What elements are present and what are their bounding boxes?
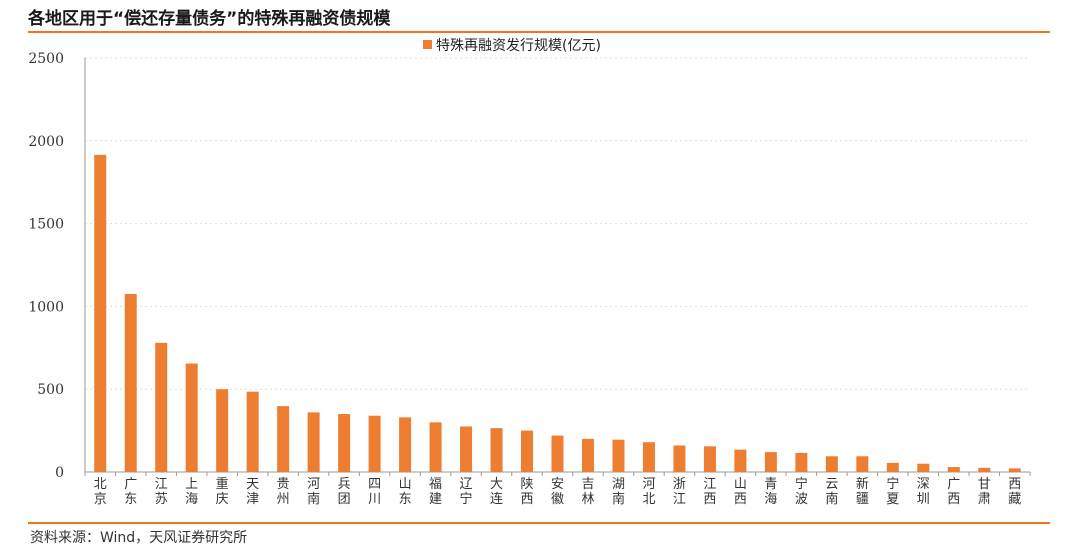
x-category-label: 陕西 <box>521 477 534 507</box>
x-category-label: 浙江 <box>673 477 686 507</box>
y-tick-label: 1500 <box>28 217 64 233</box>
bar <box>886 462 899 472</box>
source-note: 资料来源：Wind，天风证券研究所 <box>30 530 248 546</box>
x-category-label: 山东 <box>399 477 412 507</box>
bar <box>246 391 259 472</box>
bar <box>917 463 930 472</box>
bar <box>795 452 808 472</box>
bar <box>521 430 534 472</box>
bar <box>947 467 960 472</box>
x-category-label: 福建 <box>429 477 442 507</box>
x-category-label: 辽宁 <box>460 477 473 507</box>
x-category-label: 新疆 <box>856 476 869 507</box>
x-category-label: 甘肃 <box>978 477 991 507</box>
bars <box>94 154 1021 472</box>
x-category-label: 兵团 <box>338 477 351 507</box>
bar <box>856 456 869 472</box>
y-tick-label: 500 <box>37 382 64 398</box>
bar <box>429 422 442 472</box>
top-accent-rule <box>28 31 1050 33</box>
legend-label: 特殊再融资发行规模(亿元) <box>436 38 601 54</box>
bar <box>734 449 747 472</box>
gridlines <box>85 57 1030 390</box>
x-category-label: 青海 <box>764 477 777 507</box>
x-category-label: 天津 <box>246 477 259 507</box>
x-category-label: 西藏 <box>1008 477 1021 507</box>
x-category-label: 江西 <box>703 477 716 507</box>
bar <box>551 435 564 472</box>
x-category-label: 河南 <box>307 477 320 507</box>
bar <box>216 389 229 472</box>
x-category-label: 河北 <box>642 477 655 507</box>
x-category-label: 广东 <box>124 477 137 507</box>
x-category-label: 北京 <box>94 477 107 507</box>
y-tick-label: 1000 <box>28 299 64 315</box>
legend-swatch <box>423 40 432 49</box>
bar <box>399 417 412 472</box>
x-category-label: 江苏 <box>155 477 168 507</box>
bar <box>307 412 320 472</box>
x-category-label: 贵州 <box>277 477 290 507</box>
x-category-label: 四川 <box>368 477 381 507</box>
chart-title: 各地区用于“偿还存量债务”的特殊再融资债规模 <box>28 9 391 29</box>
x-category-label: 宁夏 <box>886 476 899 507</box>
x-category-label: 湖南 <box>612 477 625 507</box>
y-tick-labels: 0 500 1000 1500 2000 2500 <box>28 51 64 481</box>
bar <box>825 456 838 472</box>
x-category-label: 大连 <box>490 477 503 507</box>
bar <box>490 428 503 472</box>
bar <box>155 342 168 472</box>
x-category-label: 吉林 <box>581 477 594 507</box>
x-category-label: 云南 <box>825 477 838 507</box>
y-tick-label: 0 <box>55 465 64 481</box>
x-category-label: 山西 <box>734 477 747 507</box>
bar <box>368 415 381 472</box>
bar <box>642 442 655 472</box>
x-category-label: 广西 <box>947 477 960 507</box>
bar <box>673 445 686 472</box>
bar <box>460 426 473 472</box>
x-category-labels: 北京广东江苏上海重庆天津贵州河南兵团四川山东福建辽宁大连陕西安徽吉林湖南河北浙江… <box>94 476 1022 507</box>
bar <box>124 293 137 472</box>
bar <box>978 467 991 472</box>
bar <box>612 439 625 472</box>
y-tick-label: 2000 <box>28 134 64 150</box>
bar <box>764 452 777 472</box>
x-category-label: 重庆 <box>216 476 229 507</box>
bar <box>581 438 594 472</box>
bar <box>185 363 198 472</box>
bottom-accent-rule <box>28 522 1050 524</box>
x-category-label: 宁波 <box>795 476 808 507</box>
bar <box>703 446 716 472</box>
x-category-label: 深圳 <box>917 477 930 507</box>
x-category-label: 上海 <box>185 477 198 507</box>
x-category-label: 安徽 <box>551 477 564 507</box>
bar <box>277 406 290 472</box>
bar <box>1008 468 1021 472</box>
y-tick-label: 2500 <box>28 51 64 67</box>
legend: 特殊再融资发行规模(亿元) <box>423 38 601 54</box>
bar <box>338 414 351 472</box>
bar <box>94 154 107 472</box>
